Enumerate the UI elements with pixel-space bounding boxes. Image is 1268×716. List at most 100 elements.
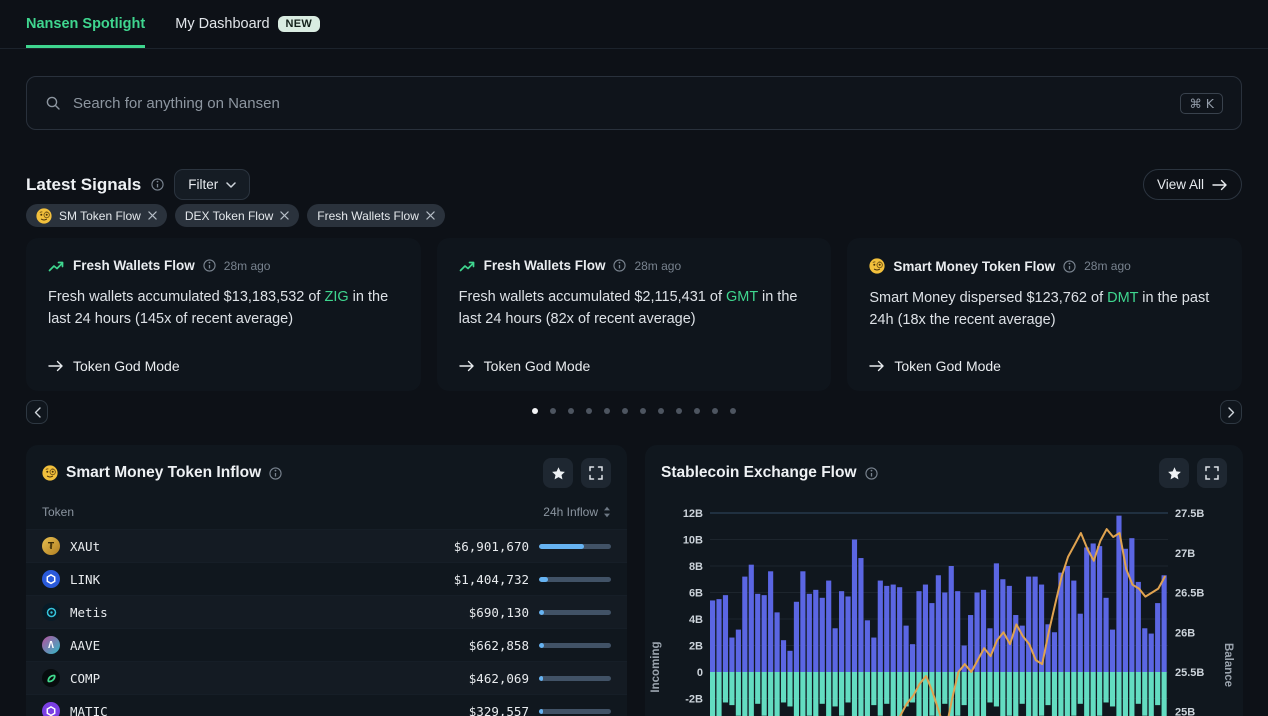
incoming-bar[interactable]	[1006, 585, 1012, 672]
incoming-bar[interactable]	[780, 640, 787, 672]
table-row[interactable]: Metis $690,130	[26, 595, 627, 628]
outgoing-bar[interactable]	[1006, 672, 1012, 716]
outgoing-bar[interactable]	[903, 672, 909, 707]
incoming-bar[interactable]	[755, 593, 761, 672]
incoming-bar[interactable]	[1129, 538, 1135, 672]
outgoing-bar[interactable]	[1142, 672, 1148, 716]
incoming-bar[interactable]	[761, 595, 767, 672]
incoming-bar[interactable]	[1097, 546, 1103, 672]
incoming-bar[interactable]	[800, 571, 806, 672]
outgoing-bar[interactable]	[942, 672, 948, 704]
outgoing-bar[interactable]	[1097, 672, 1103, 716]
outgoing-bar[interactable]	[916, 672, 922, 716]
outgoing-bar[interactable]	[1051, 672, 1058, 716]
signal-card[interactable]: Smart Money Token Flow 28m ago Smart Money…	[847, 238, 1243, 391]
outgoing-bar[interactable]	[748, 672, 754, 716]
column-24h-inflow-sort[interactable]: 24h Inflow	[543, 505, 611, 519]
table-row[interactable]: COMP $462,069	[26, 661, 627, 694]
outgoing-bar[interactable]	[858, 672, 864, 716]
table-row[interactable]: MATIC $329,557	[26, 694, 627, 716]
outgoing-bar[interactable]	[729, 672, 735, 706]
incoming-bar[interactable]	[1122, 548, 1128, 672]
incoming-bar[interactable]	[974, 592, 980, 673]
incoming-bar[interactable]	[1038, 584, 1045, 672]
outgoing-bar[interactable]	[1071, 672, 1077, 716]
signal-card[interactable]: Fresh Wallets Flow 28m ago Fresh wallets a…	[436, 238, 832, 391]
outgoing-bar[interactable]	[800, 672, 806, 716]
carousel-dot[interactable]	[622, 408, 628, 414]
incoming-bar[interactable]	[1155, 603, 1161, 672]
outgoing-bar[interactable]	[806, 672, 812, 716]
incoming-bar[interactable]	[1135, 581, 1141, 672]
outgoing-bar[interactable]	[987, 672, 993, 703]
incoming-bar[interactable]	[935, 575, 941, 672]
outgoing-bar[interactable]	[955, 672, 961, 716]
table-row[interactable]: ₮ XAUt $6,901,670	[26, 529, 627, 562]
outgoing-bar[interactable]	[1077, 672, 1083, 704]
expand-button[interactable]	[1197, 458, 1227, 488]
signal-card[interactable]: Fresh Wallets Flow 28m ago Fresh wallets a…	[26, 238, 421, 391]
outgoing-bar[interactable]	[1045, 672, 1051, 706]
outgoing-bar[interactable]	[1161, 672, 1167, 716]
incoming-bar[interactable]	[980, 589, 987, 672]
incoming-bar[interactable]	[858, 558, 864, 672]
outgoing-bar[interactable]	[735, 672, 741, 716]
incoming-bar[interactable]	[1084, 547, 1090, 672]
incoming-bar[interactable]	[742, 576, 748, 672]
incoming-bar[interactable]	[1013, 615, 1019, 672]
outgoing-bar[interactable]	[826, 672, 832, 716]
outgoing-bar[interactable]	[1000, 672, 1006, 716]
close-icon[interactable]	[426, 211, 435, 220]
incoming-bar[interactable]	[1161, 575, 1167, 672]
incoming-bar[interactable]	[864, 620, 870, 672]
outgoing-bar[interactable]	[1103, 672, 1109, 703]
incoming-bar[interactable]	[942, 592, 948, 673]
incoming-bar[interactable]	[916, 591, 922, 672]
outgoing-bar[interactable]	[897, 672, 903, 716]
token-god-mode-link[interactable]: Token God Mode	[869, 358, 1001, 374]
incoming-bar[interactable]	[987, 628, 993, 672]
outgoing-bar[interactable]	[1032, 672, 1038, 716]
balance-line[interactable]	[887, 528, 1166, 716]
incoming-bar[interactable]	[929, 603, 935, 672]
incoming-bar[interactable]	[787, 650, 793, 672]
incoming-bar[interactable]	[1103, 597, 1109, 672]
outgoing-bar[interactable]	[1129, 672, 1135, 716]
incoming-bar[interactable]	[871, 637, 877, 672]
carousel-dot[interactable]	[694, 408, 700, 414]
outgoing-bar[interactable]	[819, 672, 825, 704]
outgoing-bar[interactable]	[716, 672, 722, 716]
outgoing-bar[interactable]	[722, 672, 729, 703]
incoming-bar[interactable]	[1045, 624, 1051, 672]
incoming-bar[interactable]	[806, 593, 812, 672]
tab-my-dashboard[interactable]: My Dashboard NEW	[175, 0, 321, 48]
outgoing-bar[interactable]	[793, 672, 800, 716]
incoming-bar[interactable]	[1077, 613, 1083, 672]
outgoing-bar[interactable]	[1148, 672, 1154, 716]
incoming-bar[interactable]	[948, 566, 954, 672]
incoming-bar[interactable]	[884, 585, 890, 672]
outgoing-bar[interactable]	[845, 672, 851, 703]
outgoing-bar[interactable]	[813, 672, 819, 716]
outgoing-bar[interactable]	[993, 672, 999, 707]
outgoing-bar[interactable]	[968, 672, 974, 716]
incoming-bar[interactable]	[1000, 579, 1006, 672]
incoming-bar[interactable]	[710, 600, 716, 672]
table-row[interactable]: Λ AAVE $662,858	[26, 628, 627, 661]
incoming-bar[interactable]	[1026, 576, 1032, 672]
incoming-bar[interactable]	[813, 589, 819, 672]
incoming-bar[interactable]	[903, 625, 909, 672]
carousel-dot[interactable]	[604, 408, 610, 414]
outgoing-bar[interactable]	[780, 672, 787, 703]
outgoing-bar[interactable]	[1013, 672, 1019, 716]
outgoing-bar[interactable]	[787, 672, 793, 707]
outgoing-bar[interactable]	[909, 672, 916, 703]
outgoing-bar[interactable]	[839, 672, 845, 716]
outgoing-bar[interactable]	[742, 672, 748, 716]
carousel-prev-button[interactable]	[26, 400, 48, 424]
token-symbol[interactable]: GMT	[726, 289, 758, 305]
outgoing-bar[interactable]	[871, 672, 877, 706]
incoming-bar[interactable]	[877, 580, 883, 672]
outgoing-bar[interactable]	[774, 672, 780, 716]
outgoing-bar[interactable]	[884, 672, 890, 704]
